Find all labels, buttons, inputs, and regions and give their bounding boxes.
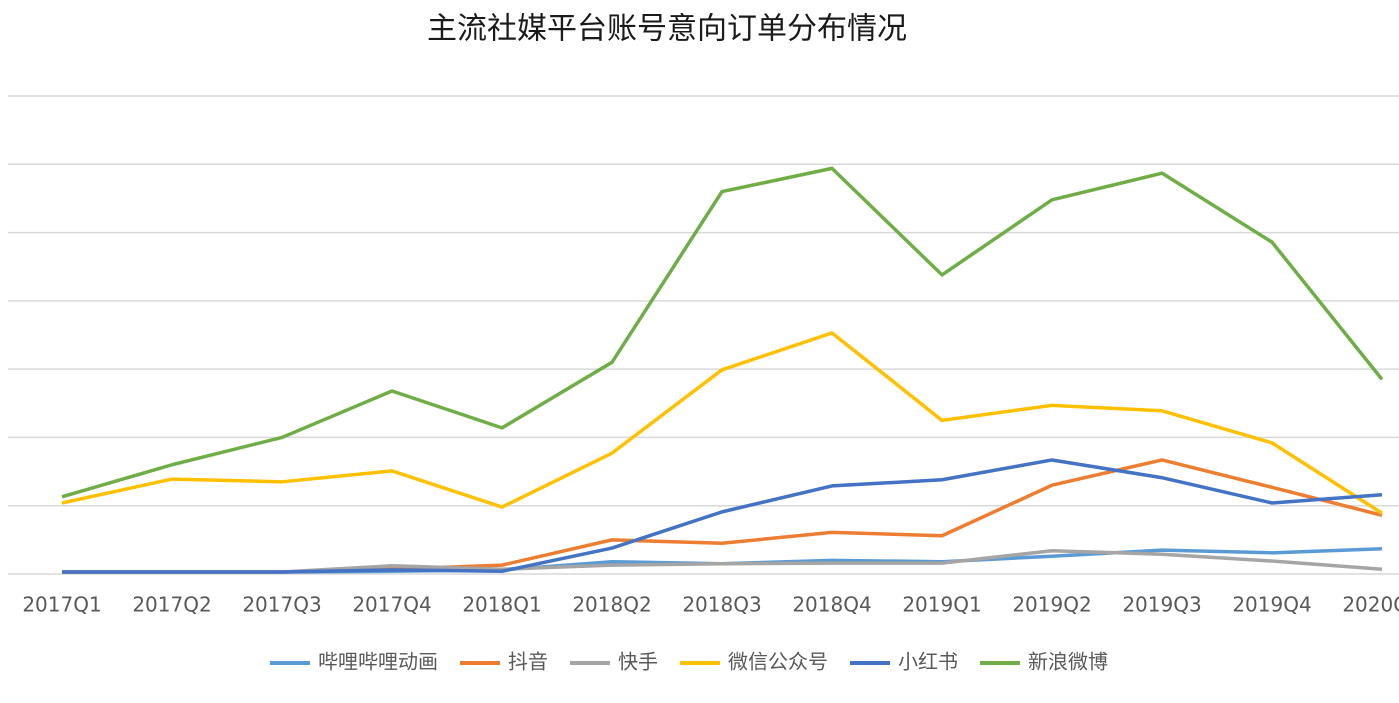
legend-label: 哔哩哔哩动画 (318, 650, 438, 674)
x-tick-label: 2019Q4 (1232, 593, 1311, 617)
x-tick-label: 2019Q2 (1012, 593, 1091, 617)
legend-label: 快手 (618, 650, 658, 674)
legend-label: 微信公众号 (728, 650, 828, 674)
series-line (62, 549, 1383, 574)
series-line (61, 331, 1383, 515)
series-line (61, 166, 1384, 499)
legend-label: 抖音 (508, 650, 548, 674)
x-tick-label: 2019Q3 (1122, 593, 1201, 617)
x-tick-label: 2017Q2 (132, 593, 211, 617)
x-tick-label: 2017Q4 (352, 593, 431, 617)
x-tick-label: 2019Q1 (902, 593, 981, 617)
x-tick-label: 2017Q3 (242, 593, 321, 617)
chart-title: 主流社媒平台账号意向订单分布情况 (427, 12, 907, 47)
legend-label: 小红书 (898, 650, 958, 674)
series-line (62, 546, 1383, 574)
x-tick-label: 2017Q1 (22, 593, 101, 617)
x-tick-label: 2018Q2 (572, 593, 651, 617)
legend-label: 新浪微博 (1028, 650, 1108, 674)
x-tick-label: 2018Q4 (792, 593, 871, 617)
x-tick-label: 2018Q1 (462, 593, 541, 617)
x-tick-label: 2020Q1 (1342, 593, 1399, 617)
series-line (62, 458, 1383, 574)
x-tick-label: 2018Q3 (682, 593, 761, 617)
